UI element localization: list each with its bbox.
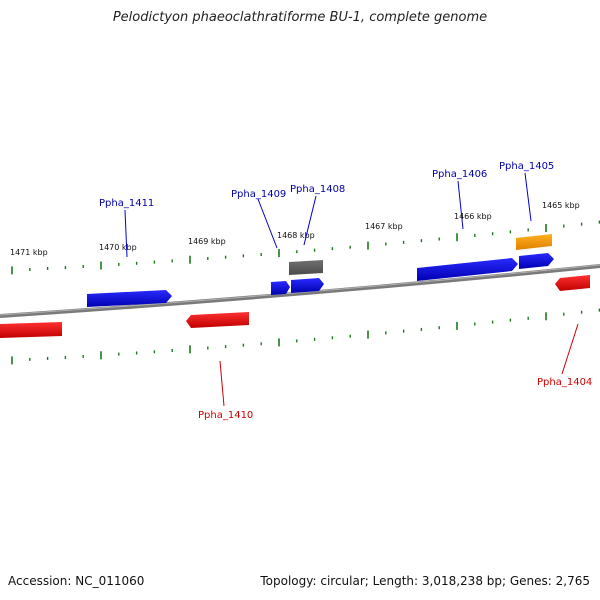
gene-ppha-1406[interactable] [417, 258, 518, 281]
gene-label-ppha-1410[interactable]: Ppha_1410 [198, 410, 253, 421]
gene-rna-gray[interactable] [289, 260, 323, 275]
gene-ppha-1404[interactable] [555, 275, 590, 291]
gene-label-ppha-1409[interactable]: Ppha_1409 [231, 189, 286, 200]
genome-stats-label: Topology: circular; Length: 3,018,238 bp… [260, 574, 590, 588]
gene-ppha-1410[interactable] [186, 312, 249, 328]
gene-label-ppha-1405[interactable]: Ppha_1405 [499, 161, 554, 172]
gene-ppha-1405[interactable] [519, 253, 554, 269]
leader-ppha-1406 [457, 180, 464, 230]
scale-label-1467: 1467 kbp [365, 222, 403, 231]
gene-label-ppha-1411[interactable]: Ppha_1411 [99, 198, 154, 209]
gene-ppha-1408[interactable] [291, 278, 324, 293]
forward-tick-ring [11, 220, 600, 275]
leader-ppha-1408 [303, 195, 317, 246]
leader-ppha-1409 [257, 198, 278, 249]
scale-label-1466: 1466 kbp [454, 212, 492, 221]
genome-backbone-highlight [0, 264, 600, 316]
leader-ppha-1405 [524, 172, 532, 222]
gene-label-ppha-1406[interactable]: Ppha_1406 [432, 169, 487, 180]
genome-backbone [0, 264, 600, 318]
gene-reverse-left[interactable] [0, 322, 62, 338]
reverse-tick-ring [11, 308, 600, 365]
leader-ppha-1404 [561, 323, 579, 375]
leader-ppha-1411 [124, 209, 128, 258]
accession-label: Accession: NC_011060 [8, 574, 145, 588]
gene-ppha-1409[interactable] [271, 281, 290, 295]
gene-label-ppha-1404[interactable]: Ppha_1404 [537, 377, 592, 388]
gene-ppha-1411[interactable] [87, 290, 172, 307]
gene-other-orange[interactable] [516, 234, 552, 250]
scale-label-1469: 1469 kbp [188, 237, 226, 246]
scale-label-1470: 1470 kbp [99, 243, 137, 252]
gene-label-ppha-1408[interactable]: Ppha_1408 [290, 184, 345, 195]
leader-ppha-1410 [219, 360, 225, 407]
scale-label-1465: 1465 kbp [542, 201, 580, 210]
scale-label-1468: 1468 kbp [277, 231, 315, 240]
map-title: Pelodictyon phaeoclathratiforme BU-1, co… [112, 10, 488, 25]
scale-label-1471: 1471 kbp [10, 248, 48, 257]
